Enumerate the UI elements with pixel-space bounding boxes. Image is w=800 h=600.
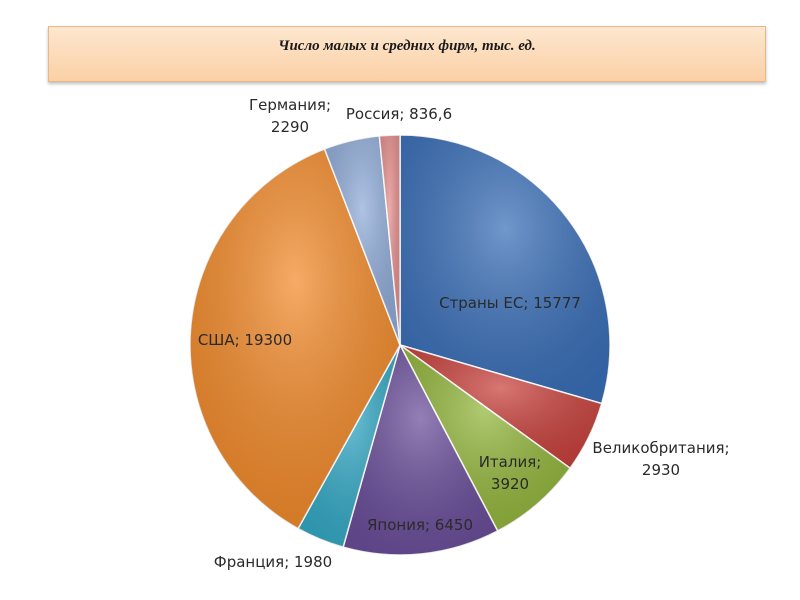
pie-slice-shade-5 xyxy=(298,345,400,548)
pie-slice-shade-2 xyxy=(400,345,602,469)
pie-slice-shade-1 xyxy=(400,135,611,404)
slice-label-6: США; 19300 xyxy=(198,331,292,349)
chart-title-box: Число малых и средних фирм, тыс. ед. xyxy=(48,26,766,82)
slice-label-5: Франция; 1980 xyxy=(214,553,332,571)
slice-label-3: Италия; 3920 xyxy=(479,453,542,493)
slice-label-line: Страны ЕС; 15777 xyxy=(439,294,581,312)
slice-label-line: Россия; 836,6 xyxy=(346,105,452,123)
slice-label-line: США; 19300 xyxy=(198,331,292,349)
slice-label-line: Япония; 6450 xyxy=(367,516,473,534)
slice-label-line: Италия; xyxy=(479,453,542,471)
pie-slice-shade-6 xyxy=(190,149,400,529)
slice-label-7: Германия; 2290 xyxy=(249,96,331,136)
pie-slice-shade-3 xyxy=(400,345,571,531)
slice-label-line: 3920 xyxy=(491,475,529,493)
slice-label-1: Страны ЕС; 15777 xyxy=(439,294,581,312)
pie-slice-shade-4 xyxy=(343,345,498,556)
slice-label-line: Франция; 1980 xyxy=(214,553,332,571)
slice-label-line: 2930 xyxy=(642,461,680,479)
slice-label-line: Великобритания; xyxy=(592,439,729,457)
pie-slice-shade-8 xyxy=(379,135,400,345)
pie-slice-shade-7 xyxy=(324,136,400,345)
slice-label-2: Великобритания; 2930 xyxy=(592,439,729,479)
slice-label-line: 2290 xyxy=(271,118,309,136)
slice-label-line: Германия; xyxy=(249,96,331,114)
chart-title: Число малых и средних фирм, тыс. ед. xyxy=(278,38,536,54)
slice-label-8: Россия; 836,6 xyxy=(346,105,452,123)
slice-label-4: Япония; 6450 xyxy=(367,516,473,534)
